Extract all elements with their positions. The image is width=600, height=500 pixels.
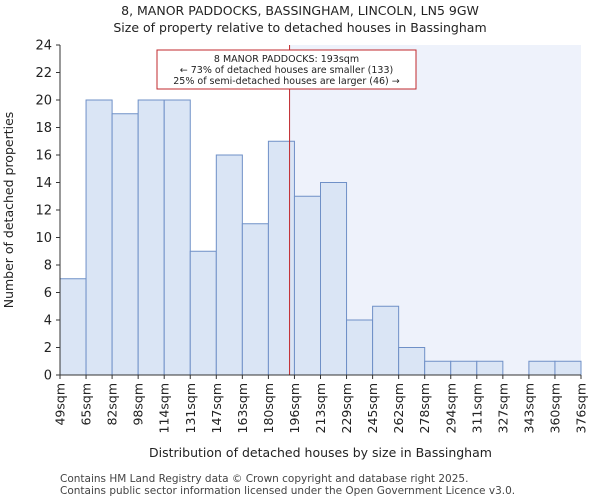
bar-114sqm: [163, 99, 191, 376]
bar-360sqm: [554, 360, 582, 376]
x-tick-label: 262sqm: [391, 383, 406, 433]
bar-245sqm: [372, 305, 400, 376]
chart-title: 8, MANOR PADDOCKS, BASSINGHAM, LINCOLN, …: [121, 3, 479, 18]
y-tick-label: 22: [35, 66, 52, 81]
x-tick-label: 131sqm: [183, 383, 198, 433]
bar-343sqm: [528, 360, 556, 376]
x-tick-label: 65sqm: [79, 383, 94, 426]
x-tick-label: 311sqm: [469, 383, 484, 433]
bar-131sqm: [189, 250, 217, 376]
x-tick-label: 147sqm: [209, 383, 224, 433]
x-tick-label: 278sqm: [417, 383, 432, 433]
x-tick-label: 294sqm: [443, 383, 458, 433]
bar-262sqm: [398, 347, 426, 376]
y-tick-label: 0: [44, 369, 52, 384]
annotation-box: [156, 49, 417, 90]
bar-229sqm: [346, 319, 374, 376]
bar-98sqm: [137, 99, 165, 376]
bar-311sqm: [476, 360, 504, 376]
bar-278sqm: [424, 360, 452, 376]
x-tick-label: 49sqm: [53, 383, 68, 426]
y-tick-label: 10: [35, 231, 52, 246]
x-tick-label: 245sqm: [365, 383, 380, 433]
bar-49sqm: [59, 278, 87, 376]
bar-82sqm: [111, 113, 139, 376]
bar-163sqm: [241, 223, 269, 376]
x-tick-label: 82sqm: [105, 383, 120, 426]
y-tick-label: 20: [35, 94, 52, 109]
x-tick-label: 343sqm: [521, 383, 536, 433]
footer-line-1: Contains HM Land Registry data © Crown c…: [60, 473, 469, 485]
bar-213sqm: [320, 182, 348, 376]
x-tick-label: 229sqm: [339, 383, 354, 433]
annotation-line-2: ← 73% of detached houses are smaller (13…: [180, 65, 393, 76]
y-tick-label: 16: [35, 149, 52, 164]
bar-65sqm: [85, 99, 113, 376]
x-axis-label: Distribution of detached houses by size …: [149, 445, 492, 460]
y-tick-label: 24: [35, 39, 52, 54]
x-tick-label: 98sqm: [131, 383, 146, 426]
bar-180sqm: [267, 140, 295, 376]
annotation-line-3: 25% of semi-detached houses are larger (…: [173, 76, 400, 87]
bar-294sqm: [450, 360, 478, 376]
x-tick-label: 114sqm: [157, 383, 172, 433]
x-tick-label: 180sqm: [261, 383, 276, 433]
footer-line-2: Contains public sector information licen…: [60, 485, 516, 497]
y-tick-label: 2: [44, 341, 52, 356]
bar-196sqm: [293, 195, 322, 376]
x-tick-label: 360sqm: [547, 383, 562, 433]
x-tick-label: 376sqm: [574, 383, 589, 433]
y-tick-label: 18: [35, 121, 52, 136]
x-tick-label: 213sqm: [313, 383, 328, 433]
bar-147sqm: [215, 154, 243, 376]
chart-subtitle: Size of property relative to detached ho…: [113, 20, 487, 35]
x-tick-label: 327sqm: [495, 383, 510, 433]
y-tick-label: 8: [44, 259, 52, 274]
x-tick-label: 196sqm: [287, 383, 302, 433]
annotation-line-1: 8 MANOR PADDOCKS: 193sqm: [214, 54, 359, 65]
y-tick-label: 14: [35, 176, 52, 191]
x-tick-label: 163sqm: [235, 383, 250, 433]
y-tick-label: 6: [44, 286, 52, 301]
y-tick-label: 12: [35, 204, 52, 219]
marker-annotation: 8 MANOR PADDOCKS: 193sqm ← 73% of detach…: [156, 49, 417, 90]
y-axis-label: Number of detached properties: [1, 112, 16, 309]
y-tick-label: 4: [44, 314, 52, 329]
